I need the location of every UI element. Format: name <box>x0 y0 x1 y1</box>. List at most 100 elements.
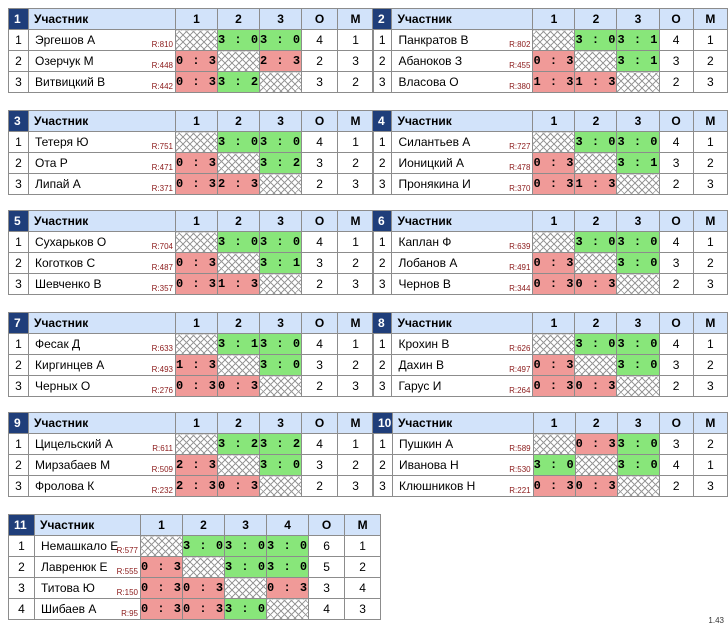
opponent-column-header: 1 <box>532 110 576 132</box>
row-index: 3 <box>8 71 29 93</box>
points-value: 3 <box>301 454 339 476</box>
self-match-cell <box>174 433 219 455</box>
participant-cell[interactable]: Абаноков З R:455 <box>391 50 534 72</box>
participant-name[interactable]: Витвицкий В <box>35 75 106 89</box>
participant-cell[interactable]: Черных О R:276 <box>28 375 176 397</box>
participant-name[interactable]: Тетеря Ю <box>35 135 89 149</box>
participant-cell[interactable]: Фролова К R:232 <box>28 475 176 497</box>
match-score: 3 : 1 <box>616 50 660 72</box>
participant-name[interactable]: Титова Ю <box>41 581 95 595</box>
participant-name[interactable]: Власова О <box>398 75 459 89</box>
participant-name[interactable]: Сухарьков О <box>35 235 107 249</box>
participant-cell[interactable]: Иванова Н R:530 <box>391 454 534 476</box>
participant-name[interactable]: Эргешов А <box>35 33 96 47</box>
match-score: 0 : 3 <box>532 252 576 274</box>
row-index: 3 <box>372 475 393 497</box>
participant-name[interactable]: Киргинцев А <box>35 358 105 372</box>
participant-rating: R:497 <box>509 365 531 374</box>
participant-cell[interactable]: Силантьев А R:727 <box>391 131 534 153</box>
participant-cell[interactable]: Тетеря Ю R:751 <box>28 131 176 153</box>
participant-name[interactable]: Клюшников Н <box>398 479 476 493</box>
participant-cell[interactable]: Коготков С R:487 <box>28 252 176 274</box>
points-value: 4 <box>658 131 694 153</box>
participant-cell[interactable]: Немашкало Е R:577 <box>34 535 141 557</box>
participant-cell[interactable]: Шибаев А R:95 <box>34 598 141 620</box>
participant-name[interactable]: Пронякина И <box>398 177 471 191</box>
participant-name[interactable]: Фесак Д <box>35 337 81 351</box>
participant-name[interactable]: Немашкало Е <box>41 539 119 553</box>
participant-name[interactable]: Лавренюк Е <box>41 560 108 574</box>
participant-name[interactable]: Гарус И <box>398 379 442 393</box>
participant-cell[interactable]: Панкратов В R:802 <box>391 29 534 51</box>
participant-name[interactable]: Абаноков З <box>398 54 463 68</box>
participant-name[interactable]: Лобанов А <box>398 256 458 270</box>
participant-name[interactable]: Иванова Н <box>398 458 459 472</box>
participant-cell[interactable]: Гарус И R:264 <box>391 375 534 397</box>
participant-cell[interactable]: Шевченко В R:357 <box>28 273 176 295</box>
participant-cell[interactable]: Липай А R:371 <box>28 173 176 195</box>
participant-cell[interactable]: Дахин В R:497 <box>391 354 534 376</box>
participant-name[interactable]: Шевченко В <box>35 277 102 291</box>
group-number: 8 <box>371 312 393 334</box>
participant-name[interactable]: Силантьев А <box>398 135 471 149</box>
participant-cell[interactable]: Крохин В R:626 <box>391 333 534 355</box>
participant-cell[interactable]: Фесак Д R:633 <box>28 333 176 355</box>
participant-name[interactable]: Дахин В <box>398 358 444 372</box>
self-match-cell <box>616 375 660 397</box>
match-score: 3 : 0 <box>574 231 618 253</box>
participant-rating: R:491 <box>509 263 531 272</box>
place-value: 2 <box>692 252 728 274</box>
points-header: О <box>301 110 339 132</box>
participant-name[interactable]: Черных О <box>35 379 91 393</box>
group-header-row: 1 Участник 1 2 3 О М <box>8 8 375 30</box>
points-value: 2 <box>301 375 339 397</box>
participant-cell[interactable]: Каплан Ф R:639 <box>391 231 534 253</box>
row-index: 3 <box>8 173 29 195</box>
participant-name[interactable]: Каплан Ф <box>398 235 452 249</box>
participant-name[interactable]: Крохин В <box>398 337 450 351</box>
participant-cell[interactable]: Озерчук М R:448 <box>28 50 176 72</box>
participant-name[interactable]: Липай А <box>35 177 81 191</box>
participant-name[interactable]: Пушкин А <box>398 437 454 451</box>
participant-name[interactable]: Мирзабаев М <box>35 458 111 472</box>
participant-cell[interactable]: Ота Р R:471 <box>28 152 176 174</box>
self-match-cell <box>139 535 184 557</box>
self-match-cell <box>532 433 576 455</box>
participant-cell[interactable]: Мирзабаев М R:509 <box>28 454 176 476</box>
participant-cell[interactable]: Сухарьков О R:704 <box>28 231 176 253</box>
participant-cell[interactable]: Титова Ю R:150 <box>34 577 141 599</box>
participant-name[interactable]: Цицельский А <box>35 437 113 451</box>
participant-rating: R:357 <box>151 284 173 293</box>
participant-cell[interactable]: Лобанов А R:491 <box>391 252 534 274</box>
opponent-column-header: 1 <box>532 412 576 434</box>
participant-name[interactable]: Панкратов В <box>398 33 469 47</box>
participant-cell[interactable]: Клюшников Н R:221 <box>391 475 534 497</box>
participant-cell[interactable]: Лавренюк Е R:555 <box>34 556 141 578</box>
participant-cell[interactable]: Чернов В R:344 <box>391 273 534 295</box>
participant-cell[interactable]: Эргешов А R:810 <box>28 29 176 51</box>
participant-rating: R:487 <box>151 263 173 272</box>
participant-name[interactable]: Чернов В <box>398 277 451 291</box>
participant-cell[interactable]: Пронякина И R:370 <box>391 173 534 195</box>
match-score: 0 : 3 <box>174 252 219 274</box>
place-header: М <box>344 514 382 536</box>
participant-name[interactable]: Ота Р <box>35 156 68 170</box>
participant-cell[interactable]: Власова О R:380 <box>391 71 534 93</box>
participant-name[interactable]: Фролова К <box>35 479 95 493</box>
participant-name[interactable]: Озерчук М <box>35 54 94 68</box>
participant-header: Участник <box>391 210 534 232</box>
participant-name[interactable]: Коготков С <box>35 256 96 270</box>
participant-cell[interactable]: Цицельский А R:611 <box>28 433 176 455</box>
participant-cell[interactable]: Киргинцев А R:493 <box>28 354 176 376</box>
participant-rating: R:589 <box>509 444 531 453</box>
participant-name[interactable]: Шибаев А <box>41 602 97 616</box>
participant-cell[interactable]: Ионицкий А R:478 <box>391 152 534 174</box>
participant-name[interactable]: Ионицкий А <box>398 156 464 170</box>
participant-cell[interactable]: Пушкин А R:589 <box>391 433 534 455</box>
participant-cell[interactable]: Витвицкий В R:442 <box>28 71 176 93</box>
participant-header: Участник <box>34 514 141 536</box>
